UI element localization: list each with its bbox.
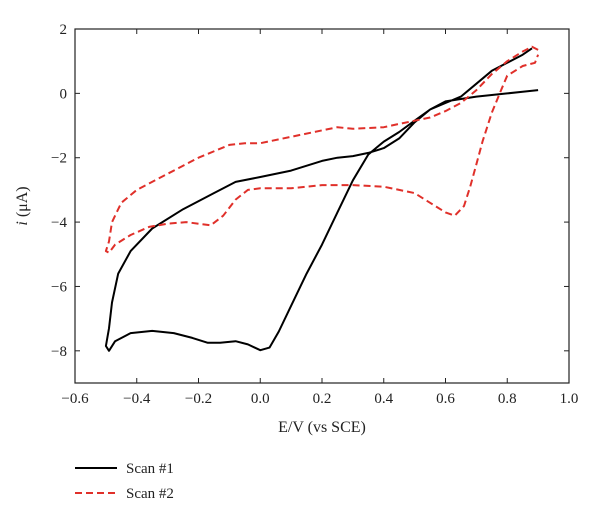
series-line-scan-1 — [104, 47, 539, 352]
x-tick-label: 0.6 — [436, 391, 455, 407]
x-axis-title: E/V (vs SCE) — [278, 419, 366, 436]
y-tick-label: 2 — [60, 22, 68, 38]
series-line-scan-2 — [104, 45, 540, 254]
y-tick-label: −8 — [51, 344, 67, 360]
x-tick-label: 0.8 — [498, 391, 517, 407]
y-tick-label: −6 — [51, 279, 67, 295]
y-axis-title-symbol: i — [14, 221, 31, 225]
y-axis-title: i (μA) — [14, 186, 31, 225]
y-tick-label: −2 — [51, 151, 67, 167]
x-tick-label: 1.0 — [560, 391, 579, 407]
x-tick-label: 0.4 — [374, 391, 393, 407]
x-tick-label: 0.2 — [313, 391, 332, 407]
y-axis-title-unit: (μA) — [14, 186, 31, 217]
x-tick-label: −0.4 — [123, 391, 151, 407]
y-axis-ticks: 2 0 −2 −4 −6 −8 — [51, 22, 569, 360]
y-tick-label: 0 — [60, 86, 68, 102]
plot-frame — [74, 28, 570, 384]
legend-label-scan-2: Scan #2 — [126, 486, 174, 502]
x-tick-label: −0.2 — [185, 391, 212, 407]
legend-label-scan-1: Scan #1 — [126, 461, 174, 477]
x-tick-label: −0.6 — [61, 391, 89, 407]
series-layer — [104, 45, 540, 352]
y-tick-label: −4 — [51, 215, 67, 231]
x-axis-ticks: −0.6 −0.4 −0.2 0.0 0.2 0.4 0.6 0.8 1.0 — [61, 29, 578, 407]
x-tick-label: 0.0 — [251, 391, 270, 407]
legend: Scan #1 Scan #2 — [75, 461, 174, 502]
